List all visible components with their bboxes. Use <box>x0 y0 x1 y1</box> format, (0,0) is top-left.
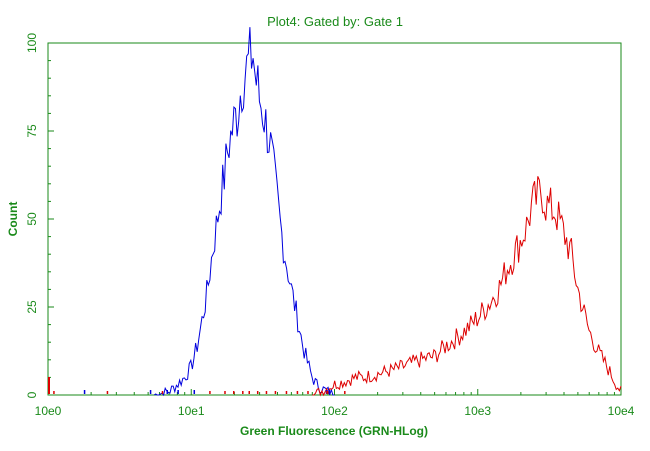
x-tick-label: 10e0 <box>35 404 62 418</box>
x-tick-label: 10e2 <box>321 404 348 418</box>
series-layer <box>153 27 622 397</box>
event-tick-layer <box>48 377 346 394</box>
x-tick-label: 10e1 <box>178 404 205 418</box>
y-axis-ticks: 0 25 50 75 100 <box>25 33 54 398</box>
y-tick-label: 25 <box>25 300 39 314</box>
y-tick-label: 0 <box>25 391 39 398</box>
series-line-0 <box>153 27 335 397</box>
plot-area-frame <box>47 42 622 396</box>
x-tick-label: 10e4 <box>608 404 635 418</box>
y-tick-label: 50 <box>25 212 39 226</box>
x-tick-label: 10e3 <box>464 404 491 418</box>
y-tick-label: 100 <box>25 33 39 53</box>
y-axis-label: Count <box>6 202 20 237</box>
series-line-1 <box>312 176 622 397</box>
x-axis-ticks: 10e0 10e1 10e2 10e3 10e4 <box>35 389 635 418</box>
x-axis-label: Green Fluorescence (GRN-HLog) <box>240 424 428 438</box>
y-tick-label: 75 <box>25 124 39 138</box>
chart-title: Plot4: Gated by: Gate 1 <box>267 14 403 29</box>
